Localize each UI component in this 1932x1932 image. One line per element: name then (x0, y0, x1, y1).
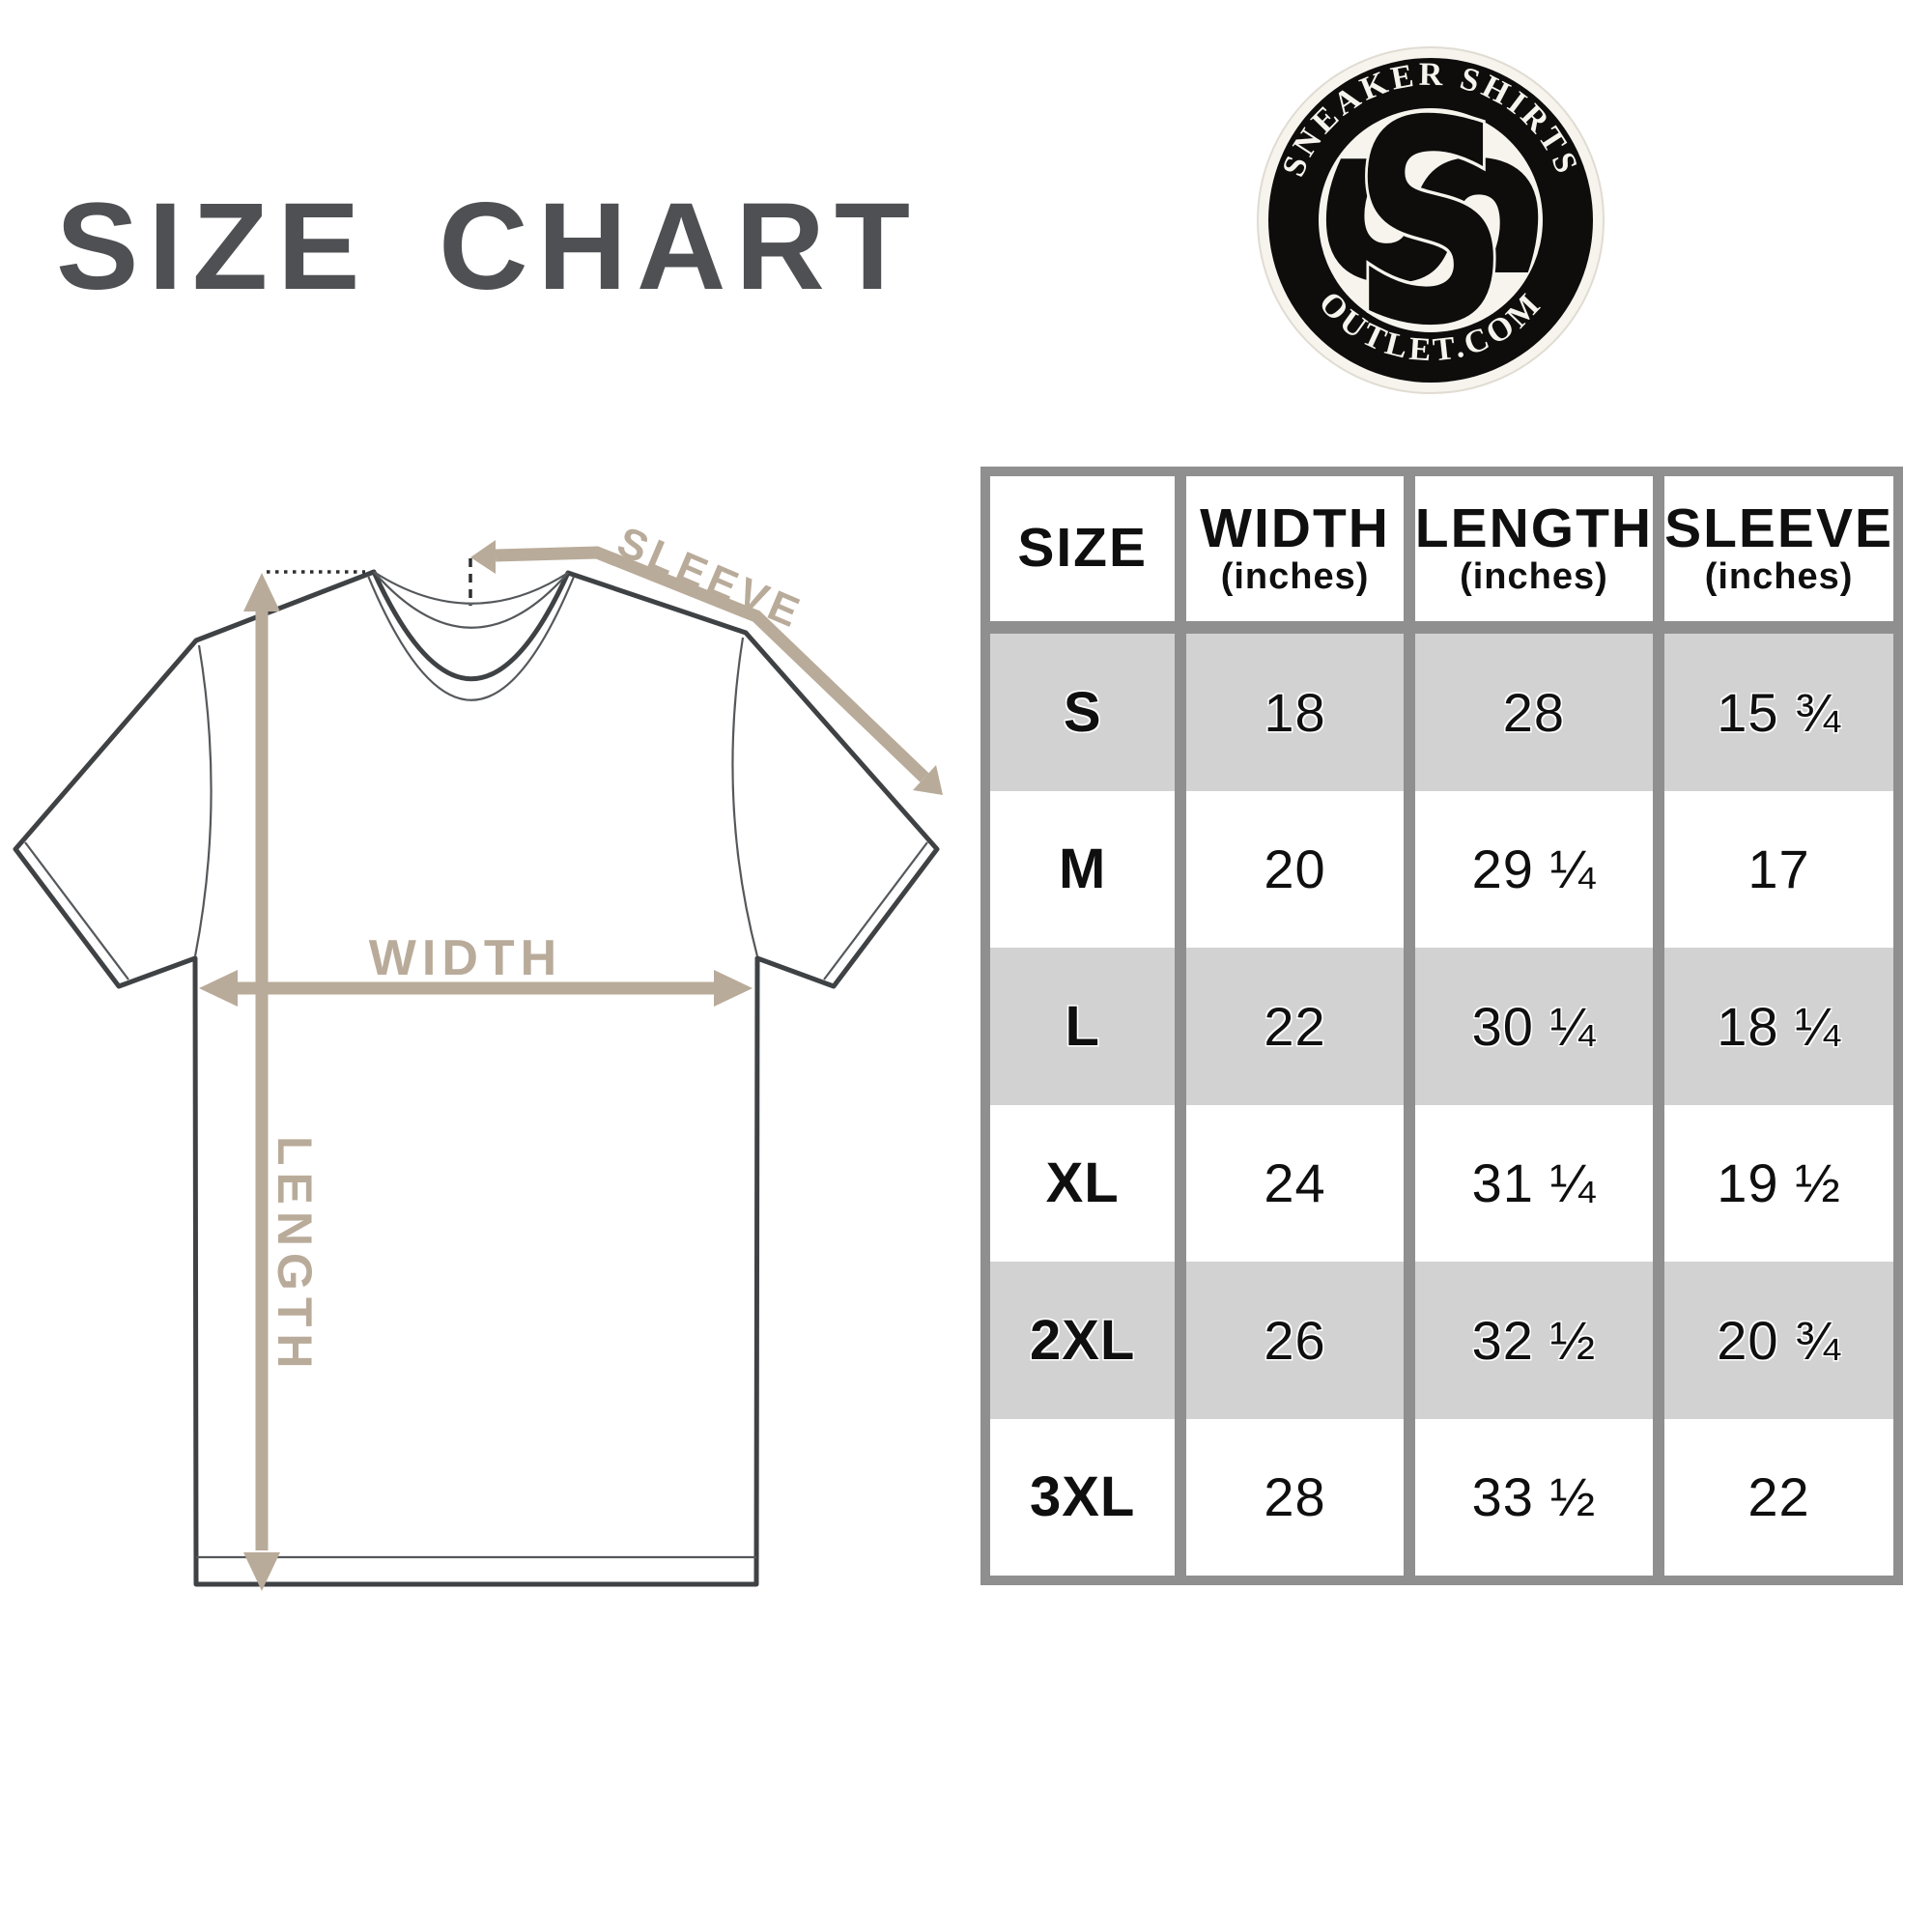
table-row-xl-width: 24 (1186, 1104, 1404, 1262)
table-row-m-width: 20 (1186, 790, 1404, 948)
table-row-xl-length: 31 ¼ (1414, 1104, 1654, 1262)
left-side-seam (193, 644, 213, 957)
table-row-3xl-width: 28 (1186, 1418, 1404, 1576)
monogram-s-rotated: S (1264, 142, 1589, 299)
header-separator (990, 621, 1893, 634)
column-header-label: SIZE (1017, 517, 1149, 580)
table-row-l-length: 30 ¼ (1414, 948, 1654, 1105)
table-row-2xl-sleeve: 20 ¾ (1664, 1262, 1893, 1419)
table-row-xl-sleeve: 19 ½ (1664, 1104, 1893, 1262)
table-row-s-size: S (990, 634, 1176, 791)
table-row-2xl-length: 32 ½ (1414, 1262, 1654, 1419)
table-row-2xl-size: 2XL (990, 1262, 1176, 1419)
length-label: LENGTH (268, 1136, 322, 1376)
page-title: SIZE CHART (56, 178, 920, 316)
table-row-s-width: 18 (1186, 634, 1404, 791)
width-arrow (199, 970, 753, 1007)
sleeve-arrow (470, 540, 943, 795)
column-header-unit: (inches) (1704, 555, 1854, 597)
table-row-l-width: 22 (1186, 948, 1404, 1105)
brand-logo: SNEAKER SHIRTS OUTLET.COM S S (1257, 46, 1605, 394)
ss-monogram-icon: S S (1264, 59, 1589, 390)
monogram-s-upright: S (1352, 62, 1510, 387)
collar-front-line (366, 575, 576, 701)
column-header-length: LENGTH (inches) (1414, 476, 1654, 621)
column-header-unit: (inches) (1460, 555, 1608, 597)
table-row-xl-size: XL (990, 1104, 1176, 1262)
length-arrow (243, 573, 280, 1591)
tshirt-diagram: WIDTH LENGTH SLEEVE (13, 518, 943, 1591)
table-row-s-length: 28 (1414, 634, 1654, 791)
table-row-m-length: 29 ¼ (1414, 790, 1654, 948)
table-row-l-sleeve: 18 ¼ (1664, 948, 1893, 1105)
collar-band-line (373, 571, 569, 629)
table-row-2xl-width: 26 (1186, 1262, 1404, 1419)
column-header-sleeve: SLEEVE (inches) (1664, 476, 1893, 621)
width-label: WIDTH (369, 930, 562, 986)
table-row-l-size: L (990, 948, 1176, 1105)
collar-back-line (373, 571, 569, 605)
tshirt-outline (13, 569, 940, 1587)
column-header-unit: (inches) (1220, 555, 1370, 597)
column-header-label: SLEEVE (1664, 497, 1893, 560)
size-table: SIZE WIDTH (inches) LENGTH (inches) SLEE… (980, 467, 1903, 1585)
table-row-3xl-length: 33 ½ (1414, 1418, 1654, 1576)
table-row-m-size: M (990, 790, 1176, 948)
table-row-m-sleeve: 17 (1664, 790, 1893, 948)
column-header-width: WIDTH (inches) (1186, 476, 1404, 621)
table-row-3xl-sleeve: 22 (1664, 1418, 1893, 1576)
badge-center (1319, 108, 1543, 332)
right-side-seam (731, 637, 759, 957)
column-header-label: WIDTH (1200, 497, 1390, 560)
column-header-label: LENGTH (1414, 497, 1654, 560)
right-cuff-seam (823, 841, 928, 980)
table-row-3xl-size: 3XL (990, 1418, 1176, 1576)
table-row-s-sleeve: 15 ¾ (1664, 634, 1893, 791)
left-cuff-seam (24, 841, 129, 980)
column-header-size: SIZE (990, 476, 1176, 621)
